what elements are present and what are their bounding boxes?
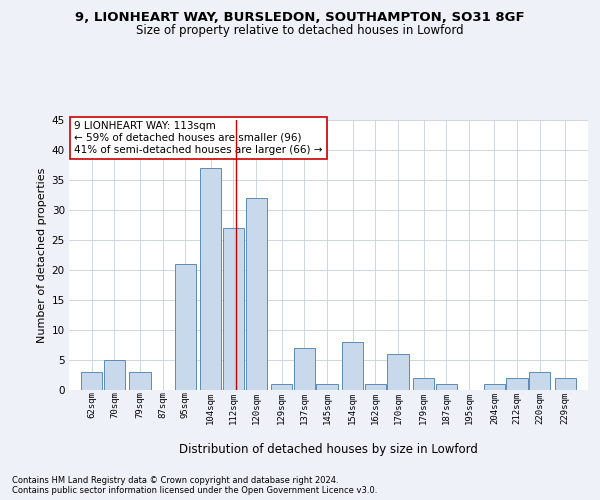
Text: Size of property relative to detached houses in Lowford: Size of property relative to detached ho… xyxy=(136,24,464,37)
Bar xyxy=(294,348,315,390)
Bar xyxy=(223,228,244,390)
Bar xyxy=(104,360,125,390)
Bar xyxy=(506,378,528,390)
Text: Distribution of detached houses by size in Lowford: Distribution of detached houses by size … xyxy=(179,442,478,456)
Bar xyxy=(413,378,434,390)
Bar xyxy=(129,372,151,390)
Bar xyxy=(342,342,363,390)
Bar xyxy=(316,384,338,390)
Bar xyxy=(554,378,576,390)
Bar xyxy=(529,372,550,390)
Bar xyxy=(484,384,505,390)
Bar xyxy=(436,384,457,390)
Y-axis label: Number of detached properties: Number of detached properties xyxy=(37,168,47,342)
Bar xyxy=(81,372,103,390)
Bar xyxy=(200,168,221,390)
Bar xyxy=(245,198,267,390)
Bar xyxy=(388,354,409,390)
Text: Contains HM Land Registry data © Crown copyright and database right 2024.: Contains HM Land Registry data © Crown c… xyxy=(12,476,338,485)
Text: 9, LIONHEART WAY, BURSLEDON, SOUTHAMPTON, SO31 8GF: 9, LIONHEART WAY, BURSLEDON, SOUTHAMPTON… xyxy=(75,11,525,24)
Bar xyxy=(365,384,386,390)
Bar xyxy=(175,264,196,390)
Bar xyxy=(271,384,292,390)
Text: Contains public sector information licensed under the Open Government Licence v3: Contains public sector information licen… xyxy=(12,486,377,495)
Text: 9 LIONHEART WAY: 113sqm
← 59% of detached houses are smaller (96)
41% of semi-de: 9 LIONHEART WAY: 113sqm ← 59% of detache… xyxy=(74,122,323,154)
